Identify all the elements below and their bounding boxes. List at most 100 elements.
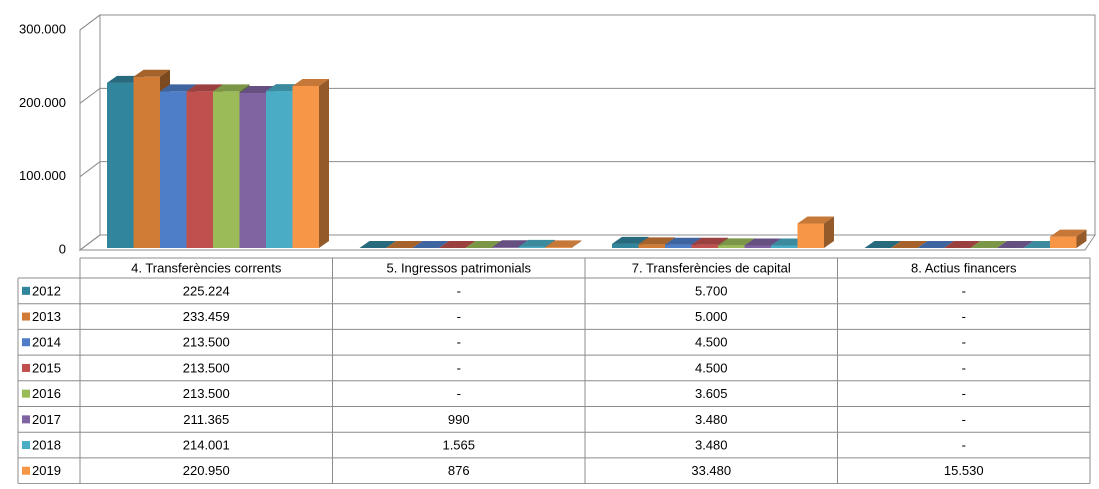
bar-side (319, 78, 329, 248)
data-label: - (962, 309, 966, 324)
data-label: 214.001 (183, 437, 230, 452)
grid-line (79, 161, 1095, 178)
legend-swatch (22, 415, 30, 424)
data-label: 3.480 (695, 437, 728, 452)
legend-label: 2019 (32, 463, 61, 478)
data-label: - (457, 309, 461, 324)
data-label: - (457, 283, 461, 298)
bar-top (465, 241, 502, 248)
grid-line (79, 14, 1095, 31)
bar-top (292, 78, 329, 86)
bar (638, 244, 665, 248)
legend-label: 2018 (32, 437, 61, 452)
data-label: - (962, 335, 966, 350)
legend-swatch (22, 466, 30, 475)
bar (160, 91, 187, 248)
x-tick-label: 8. Actius financers (911, 260, 1017, 275)
bar-top (691, 237, 728, 245)
legend-label: 2016 (32, 386, 61, 401)
bar (545, 247, 572, 248)
legend-label: 2015 (32, 360, 61, 375)
x-tick-label: 4. Transferències corrents (131, 260, 282, 275)
bar-top (970, 241, 1007, 248)
bar-top (439, 241, 476, 248)
data-label: - (962, 437, 966, 452)
bar-top (997, 241, 1034, 248)
bar (718, 245, 745, 248)
bar (1050, 236, 1077, 248)
data-label: - (962, 283, 966, 298)
bar-top (545, 240, 582, 248)
data-label: - (962, 386, 966, 401)
y-tick-label: 0 (59, 241, 66, 256)
data-label: 3.480 (695, 412, 728, 427)
data-label: 876 (448, 463, 470, 478)
bar (492, 247, 519, 248)
data-label: 211.365 (183, 412, 229, 427)
data-label: - (962, 360, 966, 375)
bar-top (492, 240, 529, 248)
bar-top (891, 241, 928, 248)
data-label: 990 (448, 412, 470, 427)
bar-top (133, 69, 170, 77)
legend-label: 2017 (32, 412, 61, 427)
data-label: 4.500 (695, 335, 728, 350)
bar (665, 244, 692, 248)
bar-top (518, 239, 555, 247)
legend-label: 2012 (32, 283, 61, 298)
bar (186, 91, 213, 248)
y-tick-label: 300.000 (19, 21, 66, 36)
bar-top (797, 216, 834, 224)
bar-top (665, 237, 702, 245)
bar (691, 244, 718, 248)
legend-swatch (22, 312, 30, 321)
y-tick-label: 200.000 (19, 95, 66, 110)
side-wall (79, 14, 101, 251)
bar (612, 243, 639, 248)
data-label: 213.500 (183, 386, 230, 401)
bar (797, 223, 824, 248)
data-label: 3.605 (695, 386, 728, 401)
bar-top (160, 84, 197, 92)
bar-top (1050, 229, 1087, 237)
data-label: 233.459 (183, 309, 230, 324)
bar (771, 245, 798, 248)
bar-top (612, 236, 649, 244)
bar-top (744, 238, 781, 246)
bar-top (412, 241, 449, 248)
bar (266, 91, 293, 248)
data-label: 225.224 (183, 283, 230, 298)
bar (518, 246, 545, 248)
bar-top (386, 241, 423, 248)
legend-swatch (22, 363, 30, 372)
bar-top (186, 84, 223, 92)
x-tick-label: 5. Ingressos patrimonials (386, 260, 531, 275)
data-label: 5.000 (695, 309, 728, 324)
grid-line (79, 87, 1095, 104)
grid-line (79, 234, 1095, 251)
data-label: 220.950 (183, 463, 230, 478)
legend-swatch (22, 338, 30, 347)
data-label: - (457, 360, 461, 375)
bar (292, 85, 319, 248)
data-label: 1.565 (442, 437, 475, 452)
bar-top (944, 241, 981, 248)
bar (744, 245, 771, 248)
bar-top (638, 237, 675, 245)
legend-label: 2013 (32, 309, 61, 324)
bar-top (213, 84, 250, 92)
legend-swatch (22, 389, 30, 398)
bar-top (359, 241, 396, 248)
legend-swatch (22, 286, 30, 295)
legend-swatch (22, 441, 30, 450)
data-label: 33.480 (691, 463, 731, 478)
bar-side (824, 216, 834, 248)
data-label: - (457, 386, 461, 401)
data-label: 213.500 (183, 335, 230, 350)
x-tick-label: 7. Transferències de capital (632, 260, 791, 275)
bar (213, 91, 240, 248)
bar-top (917, 241, 954, 248)
data-label: - (457, 335, 461, 350)
